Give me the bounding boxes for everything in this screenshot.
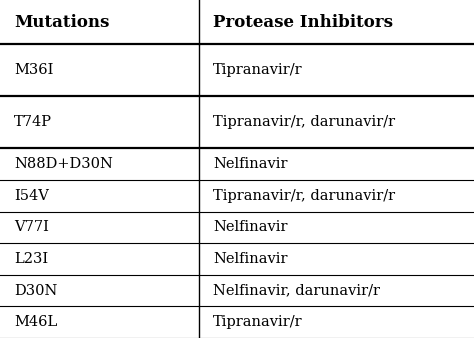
Text: Nelfinavir: Nelfinavir bbox=[213, 252, 288, 266]
Text: I54V: I54V bbox=[14, 189, 49, 203]
Text: Mutations: Mutations bbox=[14, 14, 109, 31]
Text: Nelfinavir: Nelfinavir bbox=[213, 157, 288, 171]
Text: M46L: M46L bbox=[14, 315, 57, 329]
Text: Tipranavir/r: Tipranavir/r bbox=[213, 315, 303, 329]
Text: M36I: M36I bbox=[14, 63, 54, 77]
Text: L23I: L23I bbox=[14, 252, 48, 266]
Text: T74P: T74P bbox=[14, 115, 52, 129]
Text: Tipranavir/r: Tipranavir/r bbox=[213, 63, 303, 77]
Text: Tipranavir/r, darunavir/r: Tipranavir/r, darunavir/r bbox=[213, 115, 395, 129]
Text: D30N: D30N bbox=[14, 284, 58, 297]
Text: Nelfinavir, darunavir/r: Nelfinavir, darunavir/r bbox=[213, 284, 380, 297]
Text: V77I: V77I bbox=[14, 220, 49, 234]
Text: Nelfinavir: Nelfinavir bbox=[213, 220, 288, 234]
Text: N88D+D30N: N88D+D30N bbox=[14, 157, 113, 171]
Text: Protease Inhibitors: Protease Inhibitors bbox=[213, 14, 393, 31]
Text: Tipranavir/r, darunavir/r: Tipranavir/r, darunavir/r bbox=[213, 189, 395, 203]
